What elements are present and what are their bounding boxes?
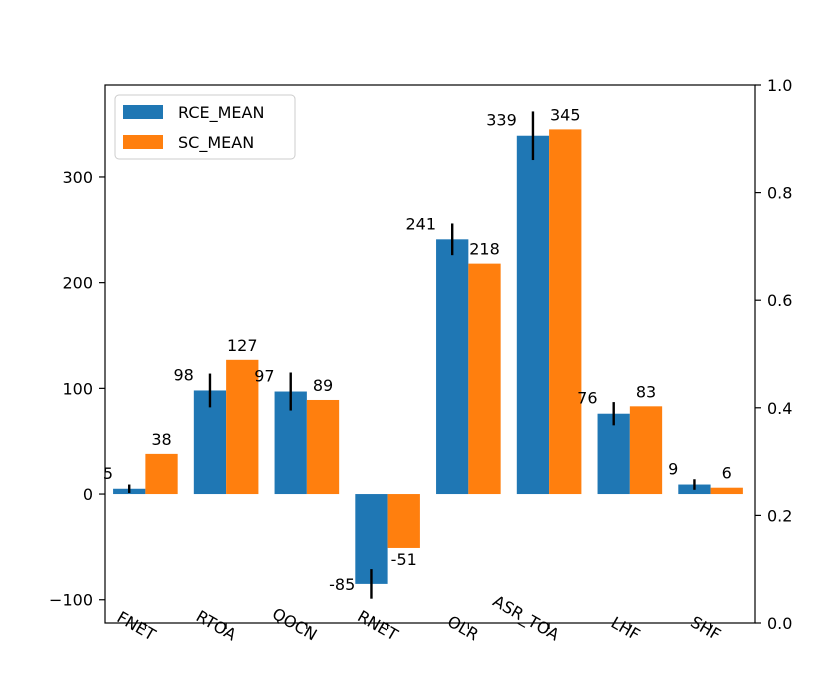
bar-sc_mean-olr xyxy=(468,263,501,495)
bars-layer xyxy=(113,129,743,584)
legend-swatch-rce_mean xyxy=(123,105,163,119)
x-tick-label-shf: SHF xyxy=(687,612,724,644)
legend-label-sc_mean: SC_MEAN xyxy=(178,133,254,153)
x-axis: FNET RTOA QOCN RNET OLR ASR_TOA LHF SHF xyxy=(114,591,724,645)
bar-label-rce_mean-asr_toa: 339 xyxy=(486,111,517,130)
x-tick-label-rtoa: RTOA xyxy=(193,607,240,645)
y-tick-label: 100 xyxy=(62,379,93,398)
bar-label-rce_mean-olr: 241 xyxy=(406,214,437,233)
y2-tick-label: 0.2 xyxy=(767,506,792,525)
y2-tick-label: 0.6 xyxy=(767,291,792,310)
y-tick-label: −100 xyxy=(49,591,93,610)
bar-label-rce_mean-fnet: 5 xyxy=(103,464,113,483)
bar-label-rce_mean-lhf: 76 xyxy=(577,389,597,408)
bar-labels-layer: 5 38 98 127 97 89 -85 -51 241 218 339 345 76 83 9 6 xyxy=(103,105,732,593)
bar-sc_mean-rtoa xyxy=(226,359,259,495)
bar-label-rce_mean-rtoa: 98 xyxy=(173,365,193,384)
legend-swatch-sc_mean xyxy=(123,135,163,149)
bar-sc_mean-shf xyxy=(710,487,743,495)
y-tick-label: 0 xyxy=(83,485,93,504)
y2-tick-label: 0.0 xyxy=(767,614,792,633)
bar-rce_mean-rtoa xyxy=(193,390,227,495)
legend-label-rce_mean: RCE_MEAN xyxy=(178,103,264,123)
bar-label-sc_mean-shf: 6 xyxy=(722,464,732,483)
bar-sc_mean-asr_toa xyxy=(549,129,582,495)
y-axis-left: −100 0 100 200 300 xyxy=(49,168,105,610)
bar-label-rce_mean-qocn: 97 xyxy=(254,367,274,386)
x-tick-label-lhf: LHF xyxy=(608,613,644,645)
bar-rce_mean-olr xyxy=(436,239,469,495)
bar-rce_mean-lhf xyxy=(597,413,630,495)
bar-sc_mean-rnet xyxy=(387,494,420,548)
bar-rce_mean-asr_toa xyxy=(516,135,550,495)
x-tick-label-asr_toa: ASR_TOA xyxy=(489,591,562,645)
bar-rce_mean-rnet xyxy=(355,494,388,584)
x-tick-label-fnet: FNET xyxy=(114,607,159,644)
x-tick-label-rnet: RNET xyxy=(354,607,401,645)
bar-label-sc_mean-fnet: 38 xyxy=(151,430,171,449)
bar-label-sc_mean-asr_toa: 345 xyxy=(550,105,581,124)
bar-label-sc_mean-rnet: -51 xyxy=(391,550,417,569)
bar-label-sc_mean-rtoa: 127 xyxy=(227,336,258,355)
plot-frame xyxy=(104,84,756,624)
bar-label-rce_mean-rnet: -85 xyxy=(329,575,355,594)
bar-sc_mean-qocn xyxy=(306,399,340,495)
x-tick-label-qocn: QOCN xyxy=(269,604,320,645)
bar-label-sc_mean-olr: 218 xyxy=(469,240,500,259)
bar-label-rce_mean-shf: 9 xyxy=(668,460,678,479)
error-bars-layer xyxy=(128,111,696,599)
bar-label-sc_mean-qocn: 89 xyxy=(313,376,333,395)
x-tick-label-olr: OLR xyxy=(444,612,482,645)
y2-tick-label: 0.8 xyxy=(767,184,792,203)
bar-sc_mean-fnet xyxy=(145,453,178,495)
y2-tick-label: 1.0 xyxy=(767,76,792,95)
bar-label-sc_mean-lhf: 83 xyxy=(636,382,656,401)
y-tick-label: 200 xyxy=(62,274,93,293)
y-tick-label: 300 xyxy=(62,168,93,187)
y-axis-right: 0.0 0.2 0.4 0.6 0.8 1.0 xyxy=(755,76,792,633)
y2-tick-label: 0.4 xyxy=(767,399,792,418)
legend: RCE_MEAN SC_MEAN xyxy=(114,94,296,160)
bar-sc_mean-lhf xyxy=(629,406,663,495)
